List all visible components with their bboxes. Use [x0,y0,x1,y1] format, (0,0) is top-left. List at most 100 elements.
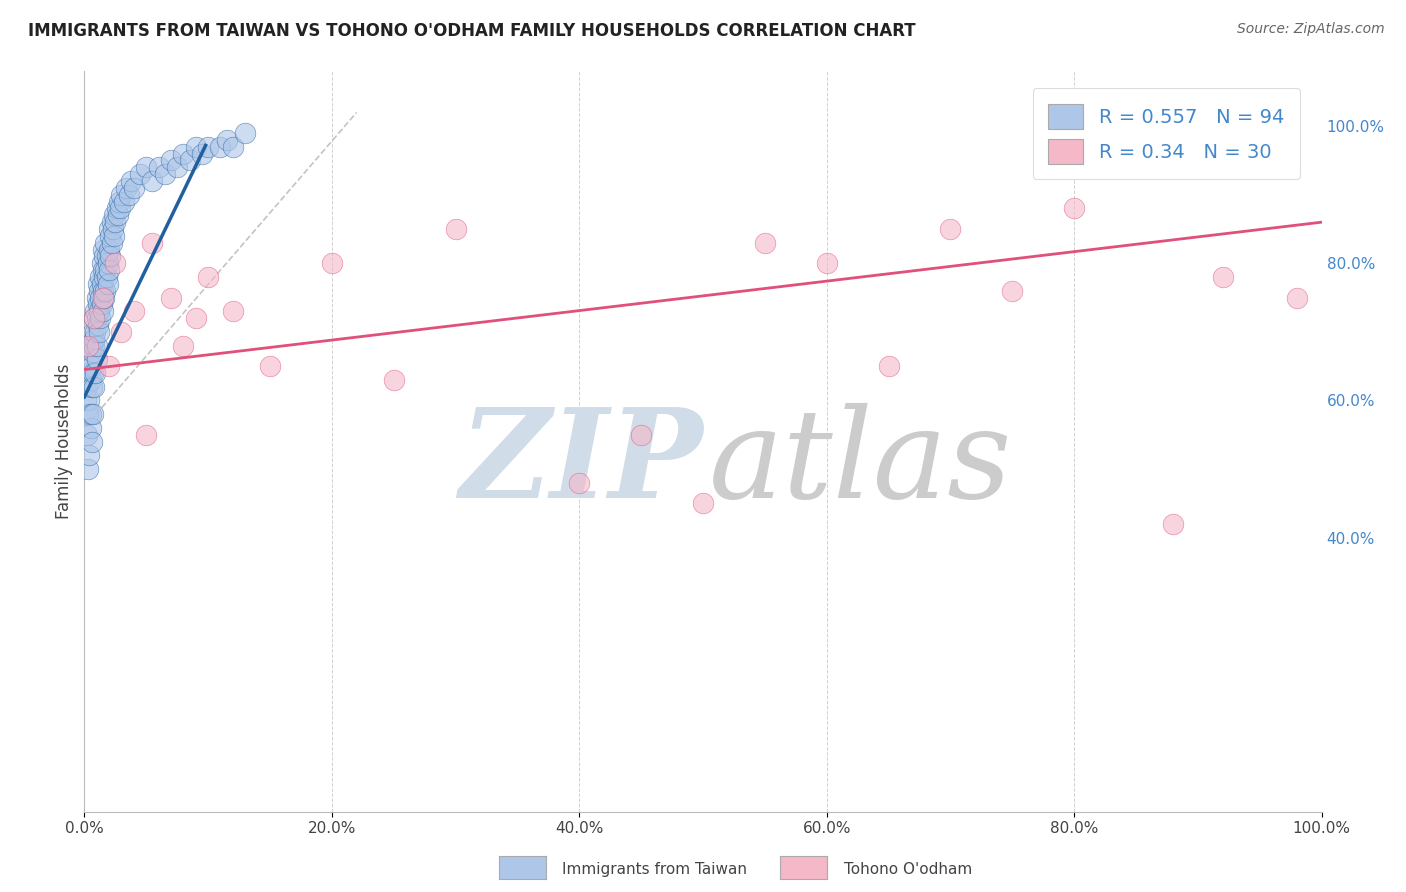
Y-axis label: Family Households: Family Households [55,364,73,519]
Point [79,407,101,421]
Point [98,250,121,264]
Point [98,263,121,277]
Point [91,291,114,305]
Point [754,235,776,250]
Point [259,359,281,373]
Point [91,243,114,257]
Point [80,434,103,449]
Text: Immigrants from Taiwan: Immigrants from Taiwan [562,863,748,877]
Point [444,222,467,236]
Point [77,462,100,476]
Point [160,153,183,168]
Point [91,263,114,277]
Point [82,366,104,380]
Point [110,187,132,202]
Point [79,421,101,435]
Point [209,140,232,154]
Text: atlas: atlas [709,403,1012,524]
Point [90,297,112,311]
Point [1212,270,1234,285]
Point [86,311,108,326]
Text: Source: ZipAtlas.com: Source: ZipAtlas.com [1237,22,1385,37]
Point [91,304,114,318]
Point [77,407,100,421]
Point [172,146,194,161]
Point [97,277,120,291]
Point [98,359,121,373]
Text: ZIP: ZIP [460,403,703,524]
Point [141,174,163,188]
Point [103,208,125,222]
Point [79,448,101,462]
Point [83,311,105,326]
Point [1001,284,1024,298]
Point [83,338,105,352]
Point [89,304,111,318]
Point [115,181,138,195]
Point [118,187,141,202]
Point [215,133,238,147]
Point [179,153,201,168]
Point [93,291,115,305]
Point [148,161,170,175]
Point [86,338,108,352]
Point [83,311,105,326]
Point [184,140,207,154]
Point [105,202,128,216]
Point [135,427,157,442]
Point [89,311,111,326]
Point [939,222,962,236]
Point [89,291,111,305]
Point [815,256,838,270]
Point [1063,202,1085,216]
Point [84,366,107,380]
Point [94,263,117,277]
Point [82,407,104,421]
Point [110,325,132,339]
Point [97,256,120,270]
Point [83,380,105,394]
Point [94,235,117,250]
Point [82,345,104,359]
Point [86,291,108,305]
Point [84,325,107,339]
Point [79,352,101,367]
Point [108,194,131,209]
Point [96,270,118,285]
Point [77,366,100,380]
Point [191,146,214,161]
Point [184,311,207,326]
Point [93,270,115,285]
Legend: R = 0.557   N = 94, R = 0.34   N = 30: R = 0.557 N = 94, R = 0.34 N = 30 [1032,88,1299,179]
Point [107,208,129,222]
Point [80,380,103,394]
Point [98,228,121,243]
Point [120,174,142,188]
Point [82,325,104,339]
Point [630,427,652,442]
Point [101,222,124,236]
Point [382,373,405,387]
Point [197,270,219,285]
Point [222,140,245,154]
Point [76,427,98,442]
Point [104,215,127,229]
Point [90,277,112,291]
Point [94,284,117,298]
Point [83,332,105,346]
Point [568,475,591,490]
Point [1161,516,1184,531]
Point [80,338,103,352]
Point [89,284,111,298]
Point [104,256,127,270]
Point [90,256,112,270]
Point [141,235,163,250]
Point [692,496,714,510]
Point [172,338,194,352]
Text: Tohono O'odham: Tohono O'odham [844,863,972,877]
Point [129,167,152,181]
Point [160,291,183,305]
Point [197,140,219,154]
Point [79,393,101,408]
Point [93,250,115,264]
